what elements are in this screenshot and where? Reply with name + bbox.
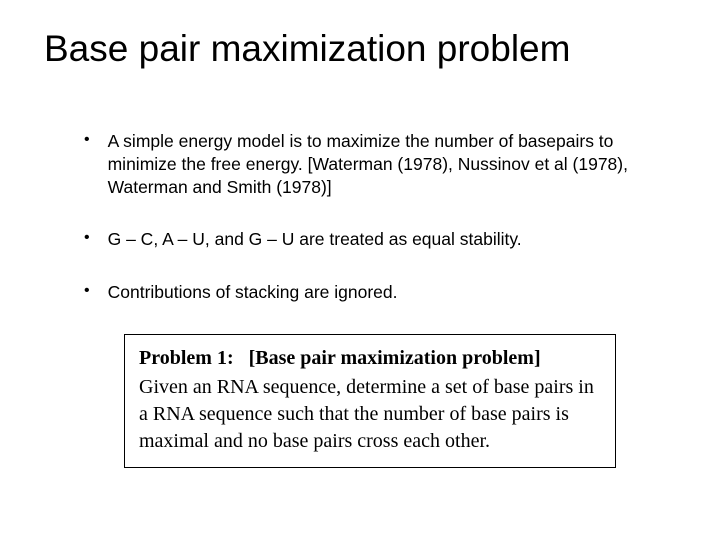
list-item: • Contributions of stacking are ignored.: [84, 281, 676, 304]
bullet-text: G – C, A – U, and G – U are treated as e…: [108, 228, 676, 251]
bullet-icon: •: [84, 228, 90, 249]
problem-header: Problem 1: [Base pair maximization probl…: [139, 345, 601, 372]
problem-label: Problem 1:: [139, 347, 234, 369]
list-item: • A simple energy model is to maximize t…: [84, 130, 676, 198]
problem-body: Given an RNA sequence, determine a set o…: [139, 374, 601, 455]
bullet-icon: •: [84, 281, 90, 302]
slide: Base pair maximization problem • A simpl…: [0, 0, 720, 540]
bullet-text: A simple energy model is to maximize the…: [108, 130, 676, 198]
list-item: • G – C, A – U, and G – U are treated as…: [84, 228, 676, 251]
bullet-list: • A simple energy model is to maximize t…: [44, 130, 676, 304]
bullet-text: Contributions of stacking are ignored.: [108, 281, 676, 304]
problem-bracket: [Base pair maximization problem]: [249, 347, 541, 369]
page-title: Base pair maximization problem: [44, 28, 676, 70]
bullet-icon: •: [84, 130, 90, 151]
problem-box: Problem 1: [Base pair maximization probl…: [124, 334, 616, 468]
